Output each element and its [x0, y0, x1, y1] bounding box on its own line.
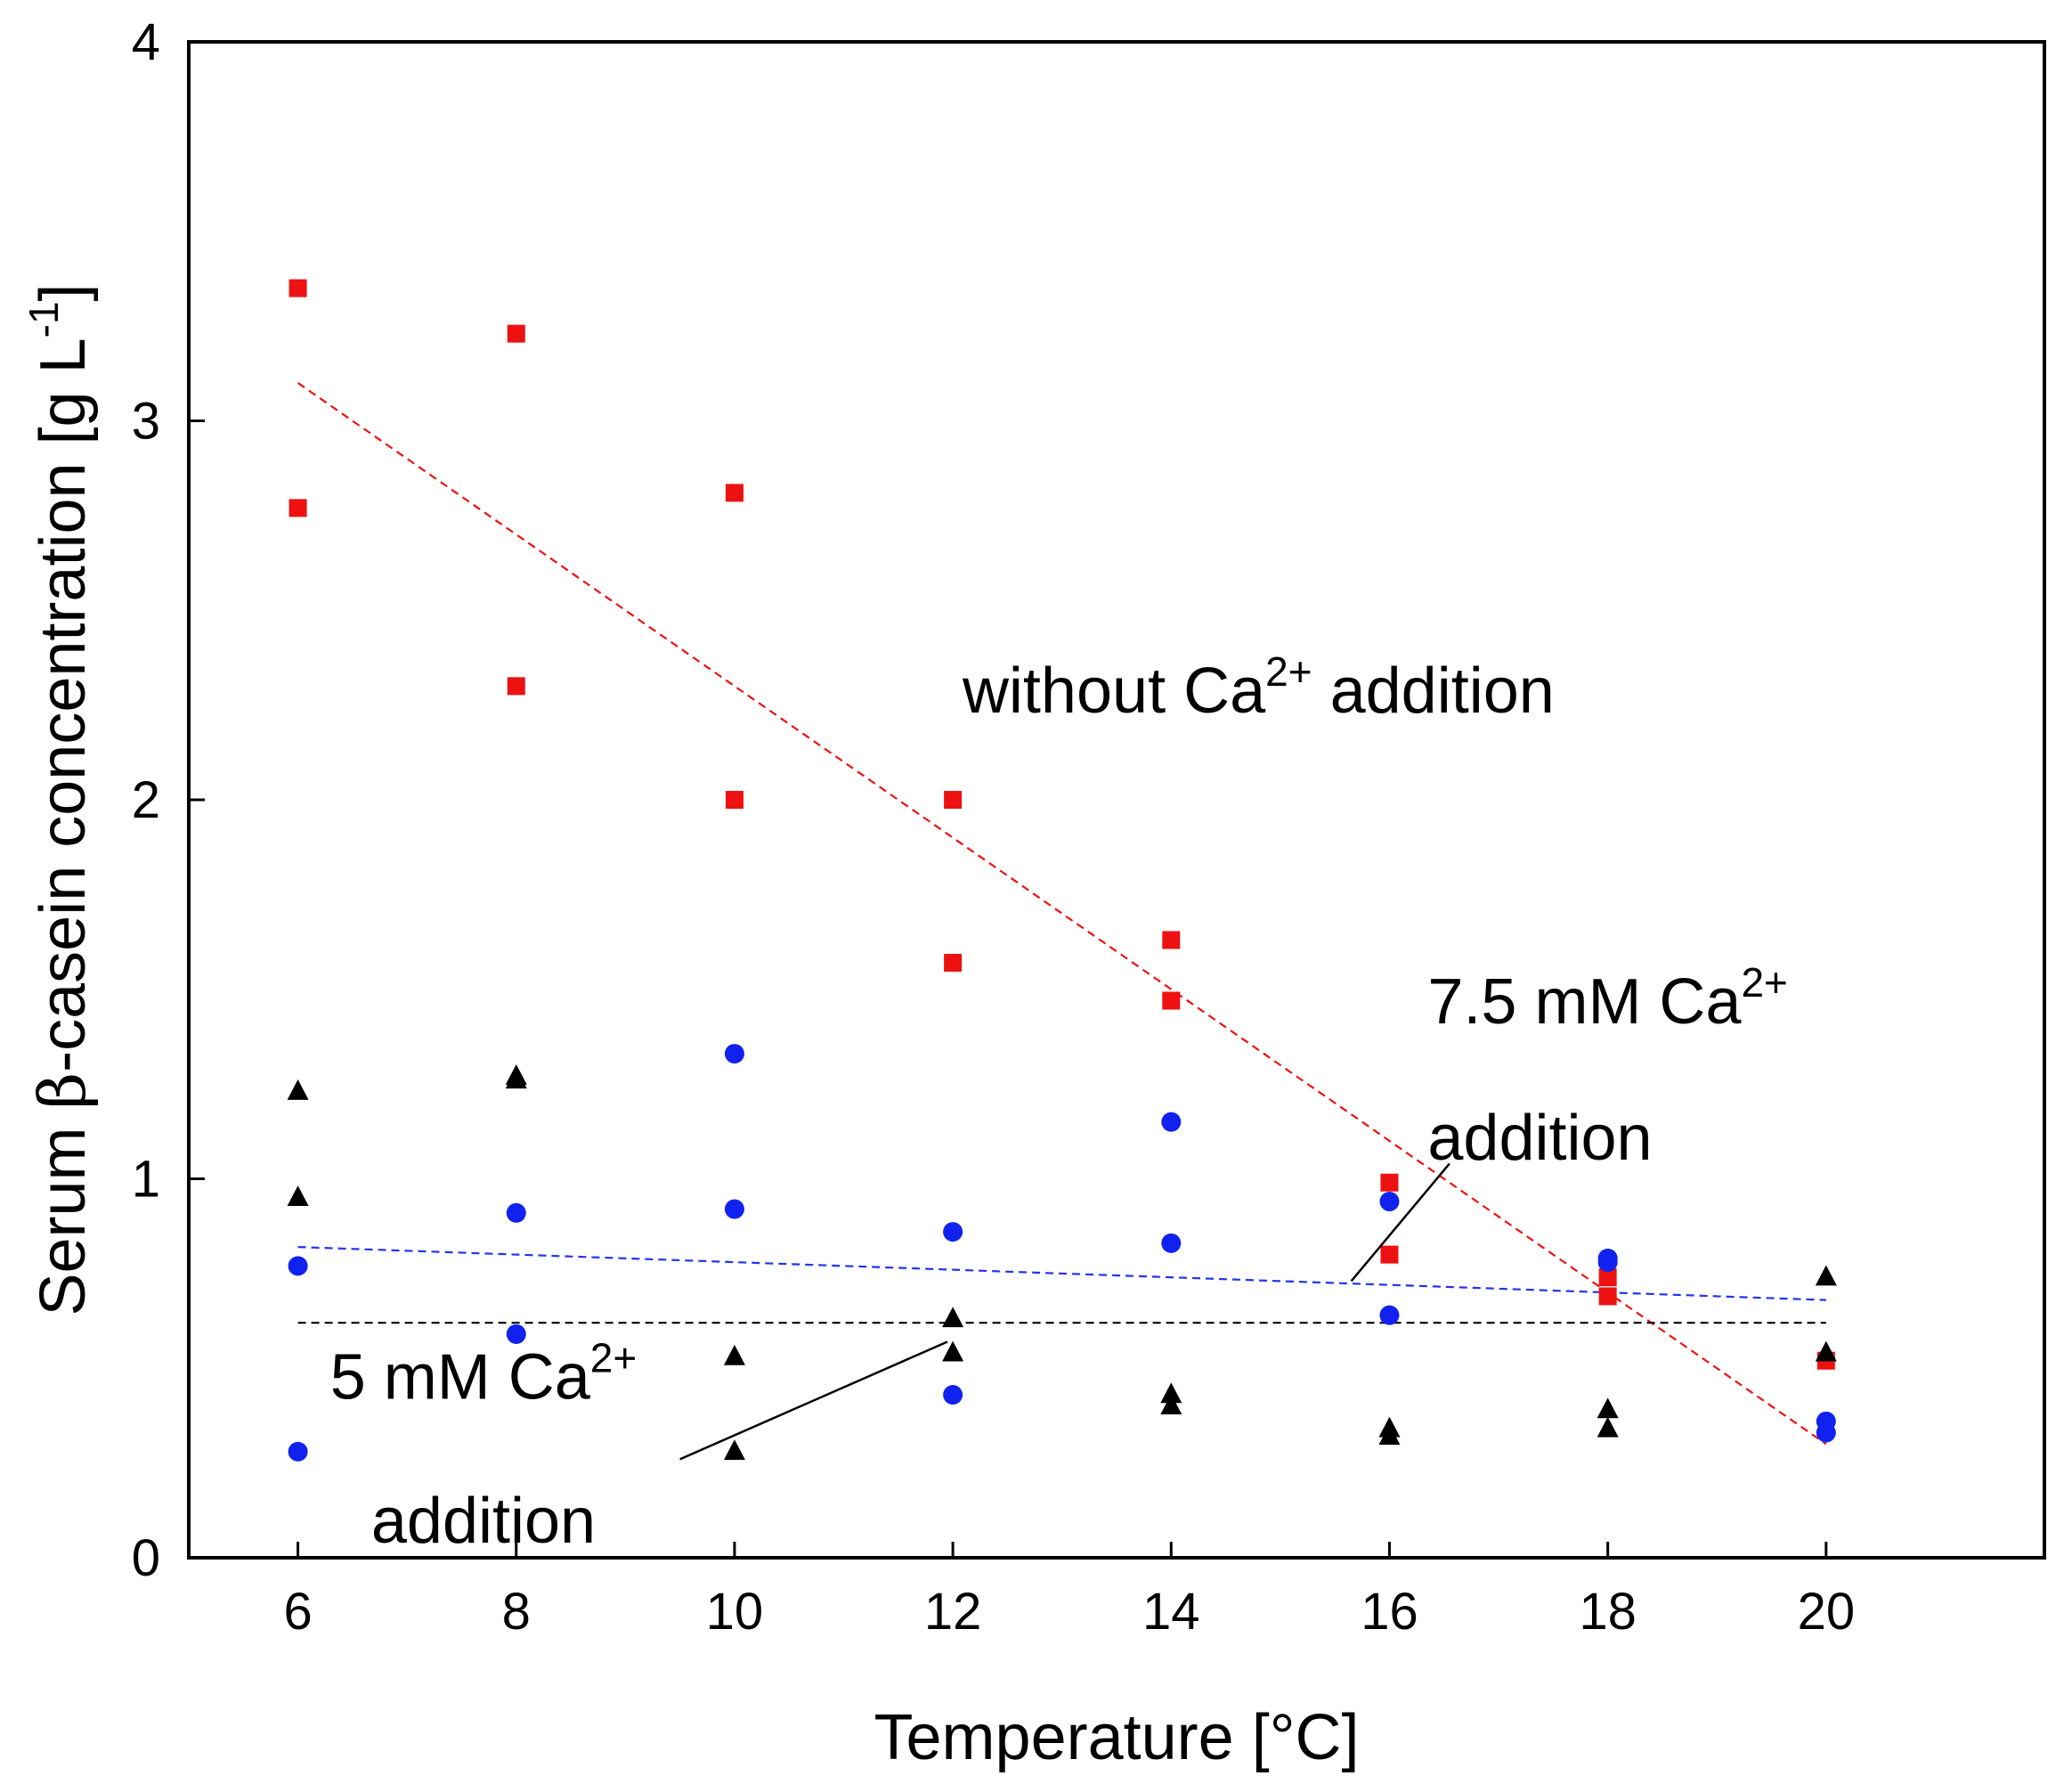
x-axis-title: Temperature [°C] — [874, 1702, 1360, 1773]
data-point-circle — [724, 1199, 744, 1219]
data-point-circle — [943, 1385, 963, 1405]
plot-frame — [187, 40, 2046, 1560]
y-tick-label: 4 — [132, 13, 160, 71]
data-point-circle — [506, 1202, 526, 1223]
annotation-sup: 2+ — [590, 1334, 637, 1381]
y-axis-title-sup: -1 — [20, 301, 67, 338]
data-point-triangle — [1160, 1394, 1182, 1415]
data-point-triangle — [723, 1439, 745, 1461]
annotation-sup: 2+ — [1741, 959, 1787, 1006]
trend-line-square — [297, 382, 1827, 1446]
annotation-text: without Ca — [962, 656, 1266, 727]
y-axis-title-greek: β — [25, 1072, 100, 1110]
data-point-square — [725, 791, 743, 809]
annotation-text: addition — [1312, 656, 1555, 727]
data-point-circle — [1379, 1305, 1400, 1325]
data-point-triangle — [1815, 1265, 1837, 1286]
data-point-triangle — [505, 1063, 527, 1085]
data-point-triangle — [942, 1307, 964, 1328]
data-point-circle — [1161, 1112, 1182, 1132]
data-point-triangle — [1815, 1340, 1837, 1362]
data-point-triangle — [1378, 1424, 1401, 1446]
x-tick-label: 20 — [1798, 1583, 1856, 1641]
data-point-square — [507, 324, 525, 343]
x-tick-label: 16 — [1361, 1583, 1418, 1641]
annotation-text: 7.5 mM Ca — [1427, 966, 1742, 1038]
annotation-text: addition — [1427, 1103, 1652, 1174]
leader-line — [679, 1340, 948, 1461]
annotation-without: without Ca2+ addition — [962, 648, 1555, 727]
data-point-square — [1598, 1287, 1617, 1306]
annotation-text: 5 mM Ca — [330, 1341, 591, 1413]
data-point-circle — [943, 1222, 963, 1242]
y-tick-label: 2 — [132, 771, 160, 829]
data-point-square — [1380, 1245, 1399, 1264]
annotation-ca5-line1: 5 mM Ca2+ — [330, 1334, 638, 1413]
annotation-text: addition — [371, 1486, 596, 1557]
data-point-circle — [506, 1324, 526, 1344]
data-point-triangle — [287, 1185, 309, 1207]
annotation-ca75-line1: 7.5 mM Ca2+ — [1427, 959, 1788, 1038]
data-point-circle — [1816, 1422, 1836, 1443]
data-point-circle — [288, 1256, 308, 1276]
x-tick-label: 10 — [706, 1583, 764, 1641]
x-tick-label: 18 — [1579, 1583, 1637, 1641]
data-point-square — [1598, 1268, 1617, 1287]
data-point-triangle — [1597, 1397, 1619, 1419]
data-point-triangle — [723, 1344, 745, 1365]
y-tick-label: 1 — [132, 1151, 160, 1209]
data-point-square — [944, 953, 963, 972]
trend-line-circle — [297, 1245, 1826, 1301]
data-point-square — [288, 279, 307, 297]
y-axis-title-close: ] — [28, 283, 99, 301]
data-point-square — [507, 677, 525, 696]
y-axis-title: Serum β-casein concentration [g L-1] — [20, 283, 100, 1315]
annotation-ca5-line2: addition — [371, 1486, 596, 1557]
y-axis-title-pre: Serum — [28, 1109, 99, 1315]
data-point-triangle — [287, 1079, 309, 1100]
data-point-square — [1162, 931, 1181, 949]
data-point-square — [288, 499, 307, 517]
data-point-circle — [1161, 1233, 1182, 1253]
y-axis-title-post: -casein concentration [g L — [28, 338, 99, 1071]
data-point-triangle — [1597, 1416, 1619, 1438]
x-tick-label: 8 — [502, 1583, 531, 1641]
data-point-square — [725, 484, 743, 502]
y-tick-label: 0 — [132, 1529, 160, 1587]
annotation-sup: 2+ — [1265, 648, 1312, 695]
leader-line — [1350, 1162, 1450, 1283]
data-point-circle — [724, 1044, 744, 1064]
annotation-leaders — [679, 1162, 1450, 1461]
y-tick-label: 3 — [132, 393, 160, 451]
annotation-ca75-line2: addition — [1427, 1103, 1652, 1174]
data-point-triangle — [1160, 1382, 1182, 1404]
x-tick-label: 6 — [283, 1583, 312, 1641]
x-tick-label: 12 — [924, 1583, 982, 1641]
data-point-triangle — [942, 1340, 964, 1362]
data-point-square — [944, 791, 963, 809]
x-tick-label: 14 — [1142, 1583, 1200, 1641]
data-markers — [287, 279, 1837, 1462]
data-point-circle — [1379, 1192, 1400, 1212]
trend-lines — [297, 382, 1827, 1446]
data-point-circle — [1597, 1252, 1618, 1273]
data-point-square — [1380, 1173, 1399, 1192]
data-point-square — [1162, 991, 1181, 1010]
data-point-circle — [288, 1441, 308, 1462]
